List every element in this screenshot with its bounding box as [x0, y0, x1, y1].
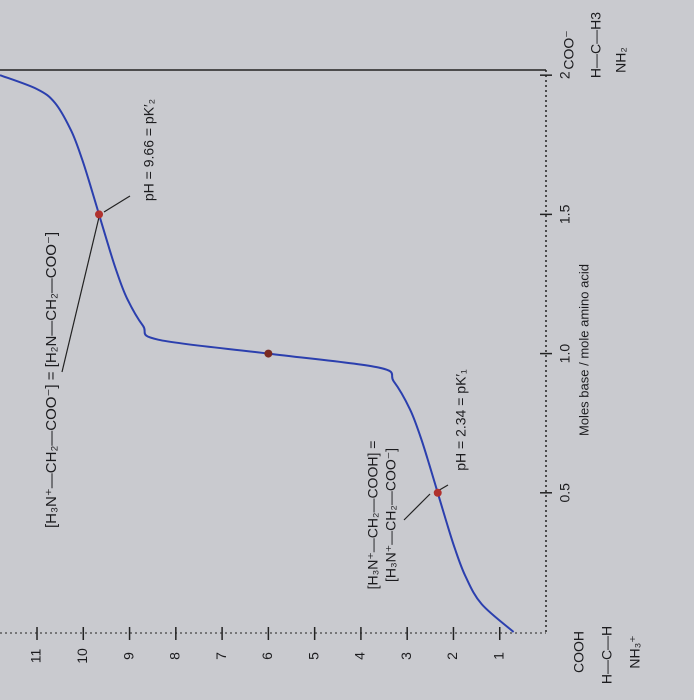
y-tick-label: 8 — [167, 652, 183, 660]
titration-curve — [0, 74, 515, 633]
molecule-text: H—C—H — [599, 626, 615, 684]
y-tick-label: 1 — [490, 652, 506, 660]
x-tick-label: 0.5 — [557, 483, 573, 503]
y-tick-label: 7 — [213, 652, 229, 660]
molecule-text: COOH — [571, 631, 587, 673]
molecule-text: NH₃⁺ — [627, 635, 643, 668]
pointer — [403, 493, 431, 521]
molecule-text: NH₂ — [613, 47, 629, 73]
x-tick-label: 1.5 — [557, 204, 573, 224]
annotation: pH = 9.66 = pK′₂ — [141, 99, 157, 201]
x-tick-label: 2 — [557, 71, 573, 79]
y-tick-label: 4 — [352, 652, 368, 660]
y-tick-label: 3 — [398, 652, 414, 660]
y-tick-label: 10 — [74, 648, 90, 664]
point-marker — [433, 488, 442, 497]
annotation: [H₃N⁺—CH₂—COO⁻] — [383, 448, 399, 582]
annotation: [H₃N⁺—CH₂—COO⁻] = [H₂N—CH₂—COO⁻] — [43, 232, 60, 528]
annotation: [H₃N⁺—CH₂—COOH] = — [365, 441, 381, 590]
pointer — [103, 195, 131, 213]
y-tick-label: 9 — [120, 652, 136, 660]
annotation: pH = 2.34 = pK′₁ — [453, 369, 469, 471]
y-tick-label: 5 — [305, 652, 321, 660]
x-axis-label: Moles base / mole amino acid — [576, 264, 591, 436]
molecule-text: H—C—H3 — [588, 12, 604, 78]
y-tick-label: 2 — [444, 652, 460, 660]
molecule-text: COO⁻ — [561, 30, 577, 69]
y-tick-label: 11 — [28, 649, 44, 664]
x-tick-label: 1.0 — [557, 344, 573, 364]
y-tick-label: 6 — [259, 652, 275, 660]
point-marker — [95, 210, 104, 219]
point-marker — [264, 349, 273, 358]
pointer — [61, 212, 101, 373]
